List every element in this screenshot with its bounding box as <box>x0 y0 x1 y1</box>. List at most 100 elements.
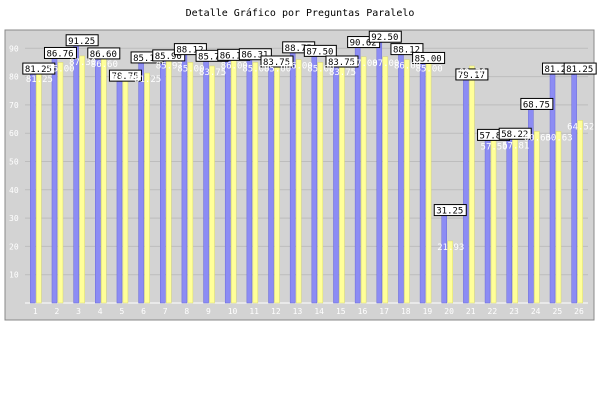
bar-series-1 <box>376 40 383 304</box>
y-tick-label: 20 <box>9 242 19 251</box>
data-label-box <box>412 51 446 64</box>
bar-series-2 <box>534 131 540 304</box>
data-label-series-2: 81.88 <box>112 73 139 83</box>
x-tick-label: 20 <box>444 307 454 316</box>
data-label-series-2: 87.00 <box>372 59 399 69</box>
data-label-series-2: 86.60 <box>91 60 118 70</box>
bar-series-1 <box>311 55 318 304</box>
data-label-box <box>498 127 532 140</box>
y-tick-label: 50 <box>9 158 19 167</box>
data-label-box <box>87 47 121 60</box>
x-tick-label: 6 <box>141 307 146 316</box>
data-label-series-1: 92.50 <box>371 33 398 43</box>
x-tick-label: 1 <box>33 307 38 316</box>
bar-series-1 <box>138 61 144 304</box>
bar-series-2 <box>122 71 129 304</box>
x-tick-label: 21 <box>466 307 476 316</box>
data-label-box <box>260 55 294 68</box>
bar-series-1 <box>571 72 577 304</box>
data-label-series-1: 57.81 <box>480 131 507 141</box>
bar-series-1 <box>398 53 404 304</box>
x-tick-label: 7 <box>163 307 168 316</box>
x-tick-label: 19 <box>423 307 433 316</box>
data-label-series-1: 88.75 <box>285 44 312 54</box>
x-tick-label: 12 <box>271 307 281 316</box>
data-label-series-2: 83.75 <box>329 68 356 78</box>
bar-series-1 <box>268 65 274 304</box>
data-label-series-1: 88.12 <box>393 46 420 56</box>
bar-series-2 <box>252 62 259 304</box>
y-tick-label: 10 <box>9 271 19 280</box>
data-label-series-1: 85.00 <box>415 54 442 64</box>
bar-series-2 <box>79 55 85 304</box>
x-tick-label: 15 <box>336 307 346 316</box>
x-tick-label: 24 <box>531 307 541 316</box>
data-label-box <box>520 97 554 110</box>
data-label-series-2: 57.81 <box>502 141 529 151</box>
bar-series-1 <box>419 62 426 304</box>
bar-series-2 <box>317 62 324 304</box>
x-tick-label: 3 <box>76 307 81 316</box>
x-tick-label: 8 <box>184 307 189 316</box>
bar-series-2 <box>425 62 432 304</box>
y-tick-label: 30 <box>9 214 19 223</box>
bar-series-2 <box>447 240 453 304</box>
data-label-series-1: 81.25 <box>25 65 52 75</box>
bar-series-1 <box>181 53 188 304</box>
chart-title: Detalle Gráfico por Preguntas Paralelo <box>185 8 415 19</box>
bar-series-2 <box>57 62 64 304</box>
data-label-series-2: 86.00 <box>221 62 248 72</box>
bar-series-2 <box>295 59 302 304</box>
data-label-series-2: 57.50 <box>481 142 508 152</box>
data-label-series-1: 85.18 <box>133 54 160 64</box>
y-tick-label: 90 <box>9 44 19 53</box>
data-label-series-2: 60.63 <box>524 133 551 143</box>
x-tick-label: 26 <box>574 307 584 316</box>
data-label-series-1: 87.50 <box>306 47 333 57</box>
bar-series-1 <box>463 78 469 304</box>
x-tick-label: 17 <box>379 307 389 316</box>
x-tick-label: 9 <box>206 307 211 316</box>
bar-series-1 <box>224 59 231 304</box>
data-label-box <box>108 69 142 82</box>
data-label-box <box>368 30 402 43</box>
x-tick-label: 4 <box>98 307 103 316</box>
data-label-series-2: 85.00 <box>177 64 204 74</box>
data-label-box <box>22 62 56 75</box>
data-label-box <box>65 34 99 47</box>
bar-series-2 <box>36 72 42 304</box>
bar-series-2 <box>166 59 172 304</box>
y-tick-label: 70 <box>9 101 19 110</box>
bar-series-2 <box>555 131 562 304</box>
data-label-series-2: 86.00 <box>286 62 313 72</box>
data-label-series-1: 81.25 <box>545 65 572 75</box>
y-tick-label: 40 <box>9 186 19 195</box>
data-label-series-2: 60.63 <box>546 133 573 143</box>
data-label-series-2: 85.00 <box>307 64 334 74</box>
bar-series-1 <box>246 58 253 304</box>
bar-series-2 <box>187 62 194 304</box>
bar-series-1 <box>160 59 166 304</box>
x-tick-label: 10 <box>228 307 238 316</box>
bar-series-2 <box>360 56 367 304</box>
data-label-series-1: 85.90 <box>155 52 182 62</box>
x-tick-label: 18 <box>401 307 411 316</box>
data-label-series-1: 86.10 <box>220 51 247 61</box>
bar-series-2 <box>101 57 107 304</box>
bar-series-2 <box>490 140 497 304</box>
x-tick-label: 23 <box>509 307 519 316</box>
data-label-series-2: 83.75 <box>199 68 226 78</box>
data-label-series-1: 68.75 <box>523 100 550 110</box>
bar-series-2 <box>144 72 150 304</box>
bar-series-1 <box>30 72 36 304</box>
bar-series-1 <box>484 139 491 304</box>
bar-series-1 <box>289 51 296 304</box>
data-label-series-1: 83.75 <box>328 58 355 68</box>
data-label-box <box>43 46 77 59</box>
data-label-series-1: 86.60 <box>90 50 117 60</box>
bar-series-2 <box>230 59 237 304</box>
data-label-box <box>390 43 424 56</box>
bar-series-1 <box>333 65 339 304</box>
data-label-series-2: 85.00 <box>264 64 291 74</box>
